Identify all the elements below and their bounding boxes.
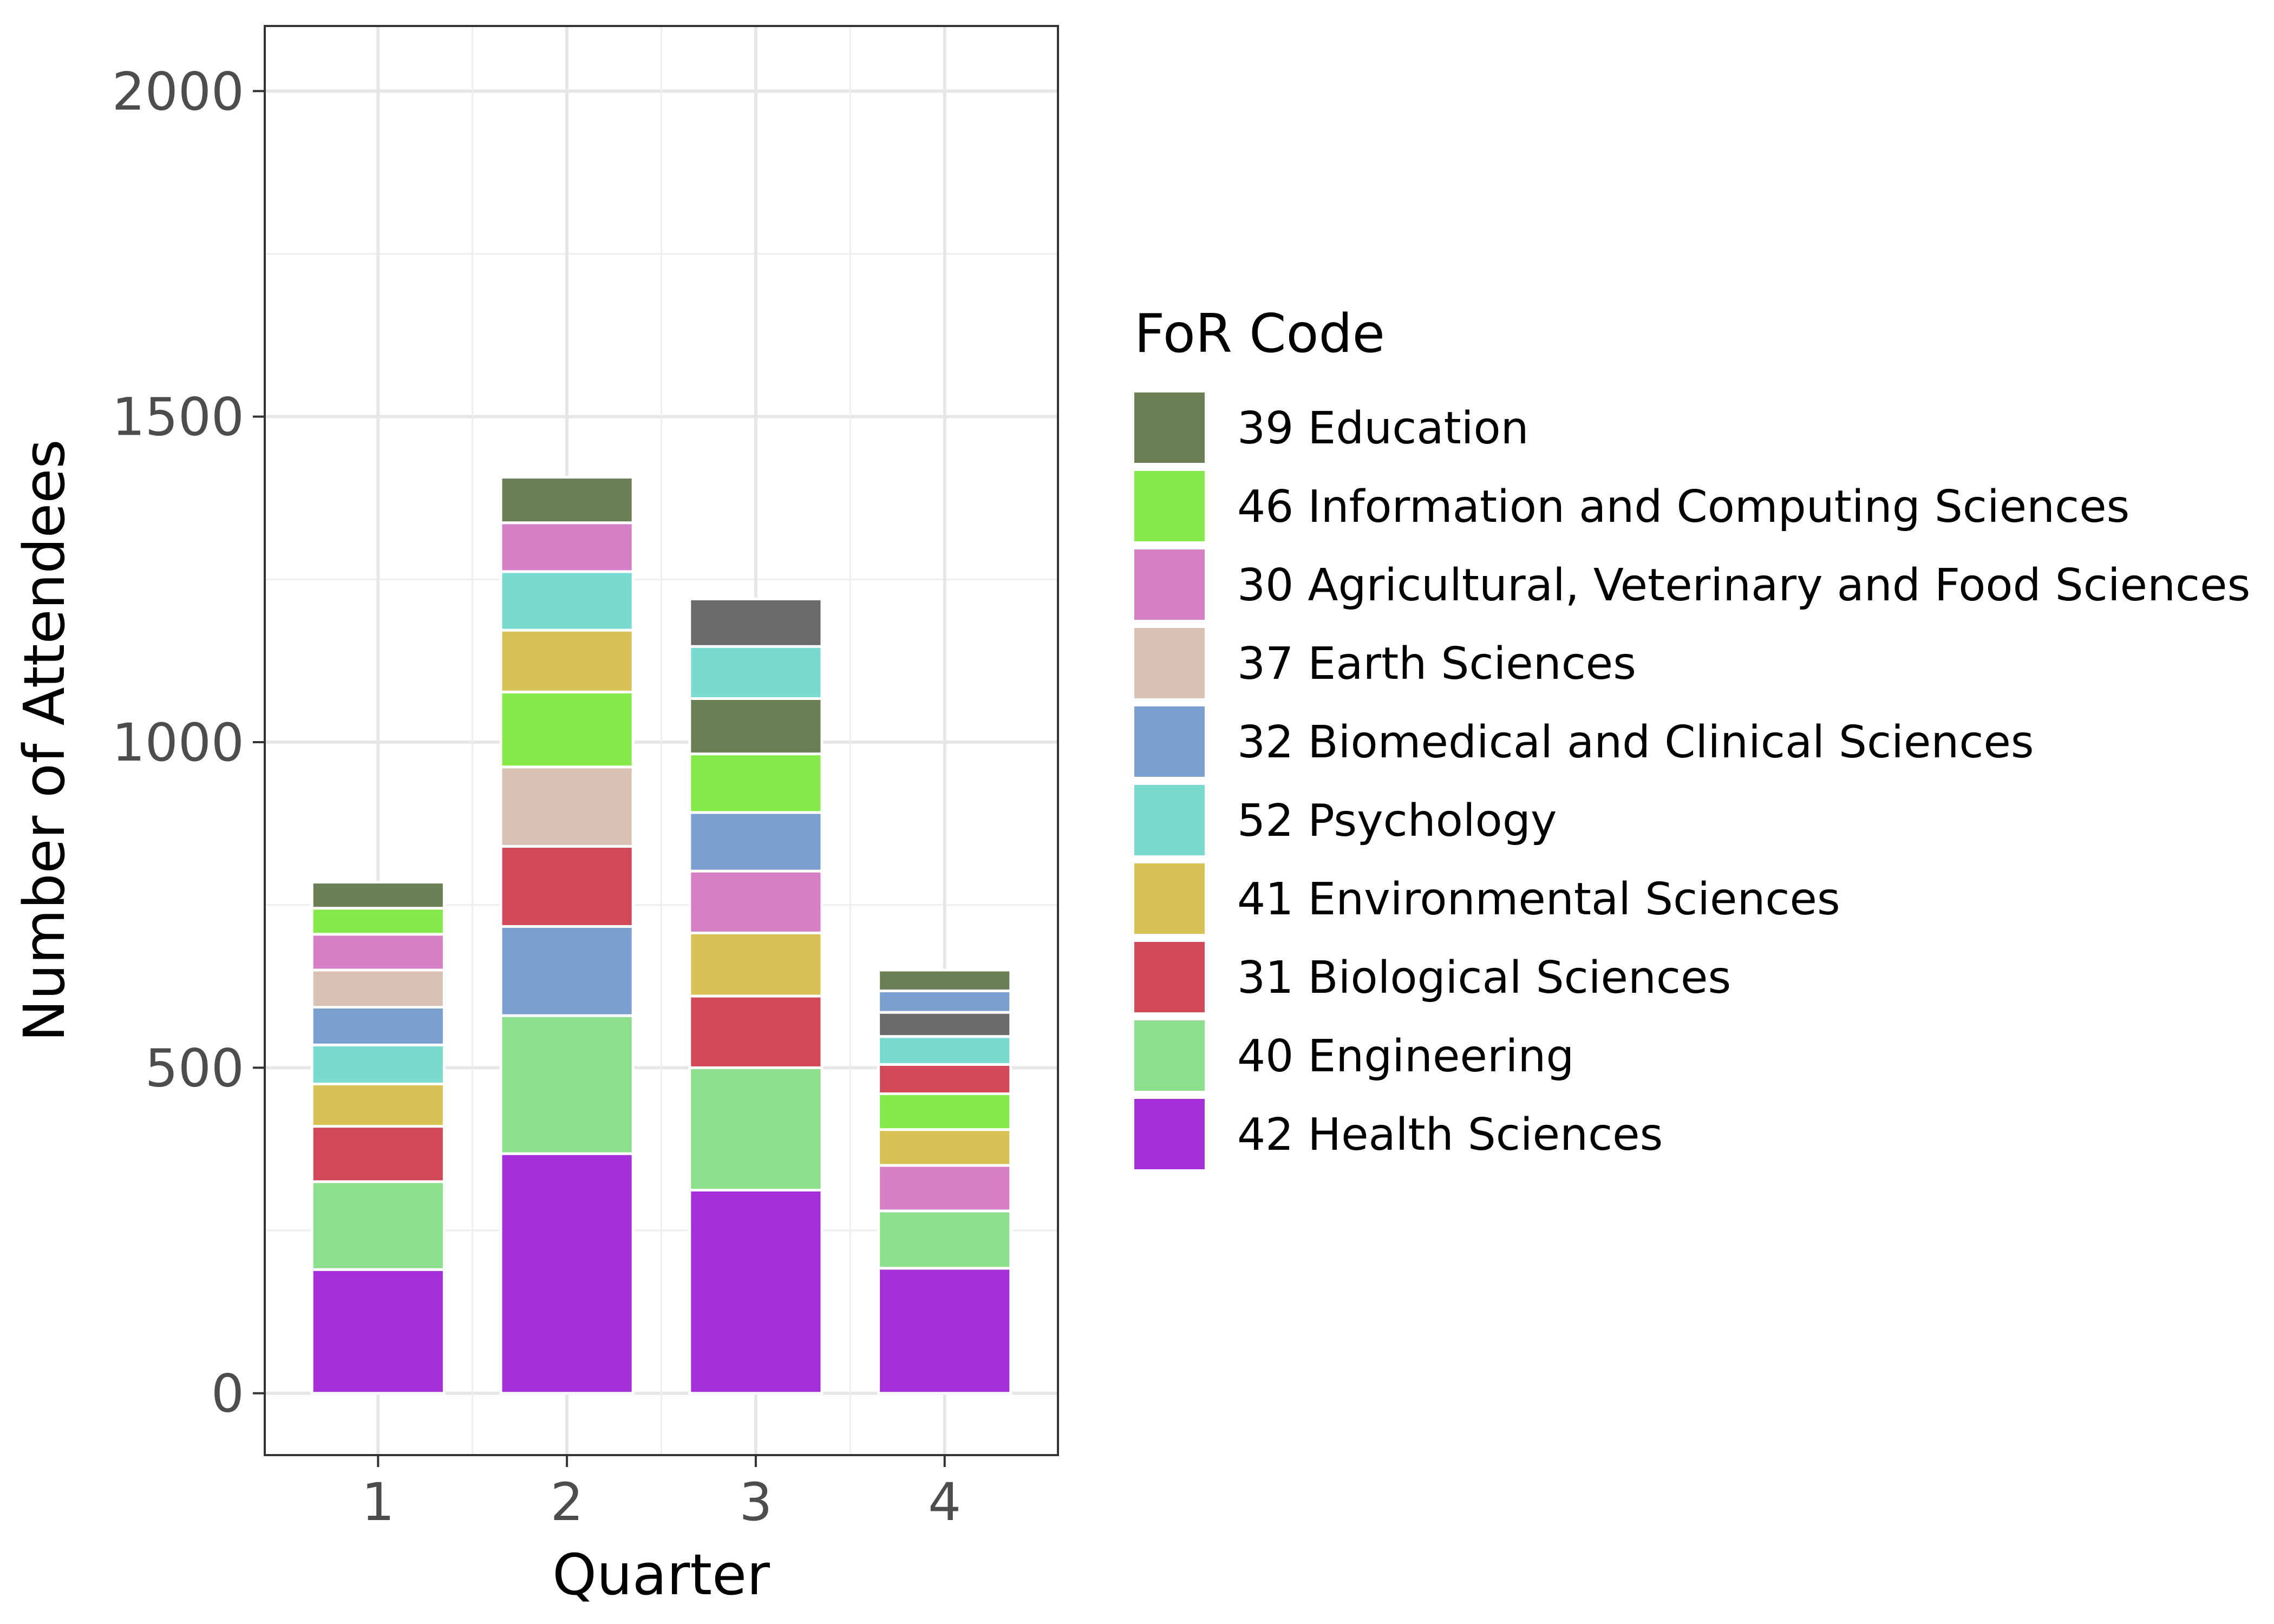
bar-segment: [310, 907, 446, 936]
bar-segment: [877, 1011, 1012, 1038]
legend-key: [1134, 1099, 1205, 1169]
bar-segment: [310, 1180, 446, 1271]
legend-label: 39 Education: [1237, 403, 1529, 454]
y-tick-label: 500: [145, 1038, 244, 1098]
bar-segment: [310, 1268, 446, 1395]
bar-segment: [499, 765, 635, 848]
legend-key: [1134, 1020, 1205, 1091]
x-tick-label: 4: [928, 1472, 961, 1533]
bar-segment: [877, 1035, 1012, 1066]
legend-key: [1134, 392, 1205, 463]
bar-segment: [310, 933, 446, 972]
legend-key: [1134, 785, 1205, 855]
legend-label: 41 Environmental Sciences: [1237, 874, 1840, 925]
x-axis-title: Quarter: [552, 1542, 770, 1608]
bar-segment: [310, 1043, 446, 1085]
legend-key: [1134, 706, 1205, 777]
bar-segment: [688, 645, 824, 700]
bar-segment: [499, 570, 635, 632]
legend-label: 40 Engineering: [1237, 1031, 1574, 1082]
bar-segment: [877, 968, 1012, 992]
y-tick-label: 2000: [112, 61, 244, 122]
y-tick-label: 1000: [112, 712, 244, 773]
bar-segment: [877, 1128, 1012, 1167]
axis-ticks: 0 500 1000 1500 2000 1 2 3 4: [112, 61, 962, 1533]
bar-segment: [688, 811, 824, 873]
bar-segment: [688, 1066, 824, 1191]
bar-segment: [499, 628, 635, 693]
bar-segment: [877, 1267, 1012, 1395]
bar-segment: [310, 881, 446, 910]
bar-segment: [877, 1063, 1012, 1095]
x-tick-label: 1: [362, 1472, 395, 1533]
legend-key: [1134, 549, 1205, 620]
bar-segment: [499, 1152, 635, 1395]
legend-key: [1134, 863, 1205, 934]
bar-segment: [310, 1125, 446, 1183]
bar-segment: [310, 968, 446, 1009]
legend-title: FoR Code: [1134, 303, 1385, 365]
legend-key: [1134, 628, 1205, 698]
bar-segment: [688, 869, 824, 934]
bar-segment: [688, 931, 824, 998]
bar-segment: [499, 521, 635, 573]
y-axis-title: Number of Attendees: [11, 439, 77, 1042]
bar-segment: [688, 597, 824, 648]
bar-segment: [877, 989, 1012, 1014]
bar-segment: [688, 1188, 824, 1395]
y-tick-label: 0: [211, 1364, 244, 1424]
x-tick-label: 2: [551, 1472, 584, 1533]
bar-segment: [499, 690, 635, 769]
legend-label: 31 Biological Sciences: [1237, 952, 1731, 1004]
bar-segment: [877, 1209, 1012, 1270]
legend-label: 32 Biomedical and Clinical Sciences: [1237, 717, 2034, 768]
bar-segment: [688, 994, 824, 1069]
bar-segment: [499, 475, 635, 525]
y-tick-label: 1500: [112, 387, 244, 448]
bar-segment: [877, 1092, 1012, 1131]
bars: [310, 475, 1012, 1395]
legend-label: 52 Psychology: [1237, 795, 1557, 847]
legend-label: 30 Agricultural, Veterinary and Food Sci…: [1237, 560, 2250, 611]
bar-segment: [688, 752, 824, 814]
bar-segment: [877, 1164, 1012, 1213]
legend-label: 37 Earth Sciences: [1237, 638, 1636, 690]
bar-segment: [499, 844, 635, 928]
legend-label: 42 Health Sciences: [1237, 1109, 1663, 1161]
legend: 39 Education 46 Information and Computing…: [1134, 392, 2250, 1169]
legend-key: [1134, 471, 1205, 541]
plot-panel-border: [264, 25, 1059, 1456]
x-tick-label: 3: [739, 1472, 772, 1533]
bar-segment: [499, 925, 635, 1017]
bar-segment: [310, 1006, 446, 1046]
legend-label: 46 Information and Computing Sciences: [1237, 481, 2129, 533]
legend-key: [1134, 942, 1205, 1012]
bar-segment: [688, 697, 824, 756]
bar-segment: [310, 1082, 446, 1128]
bar-segment: [499, 1014, 635, 1155]
